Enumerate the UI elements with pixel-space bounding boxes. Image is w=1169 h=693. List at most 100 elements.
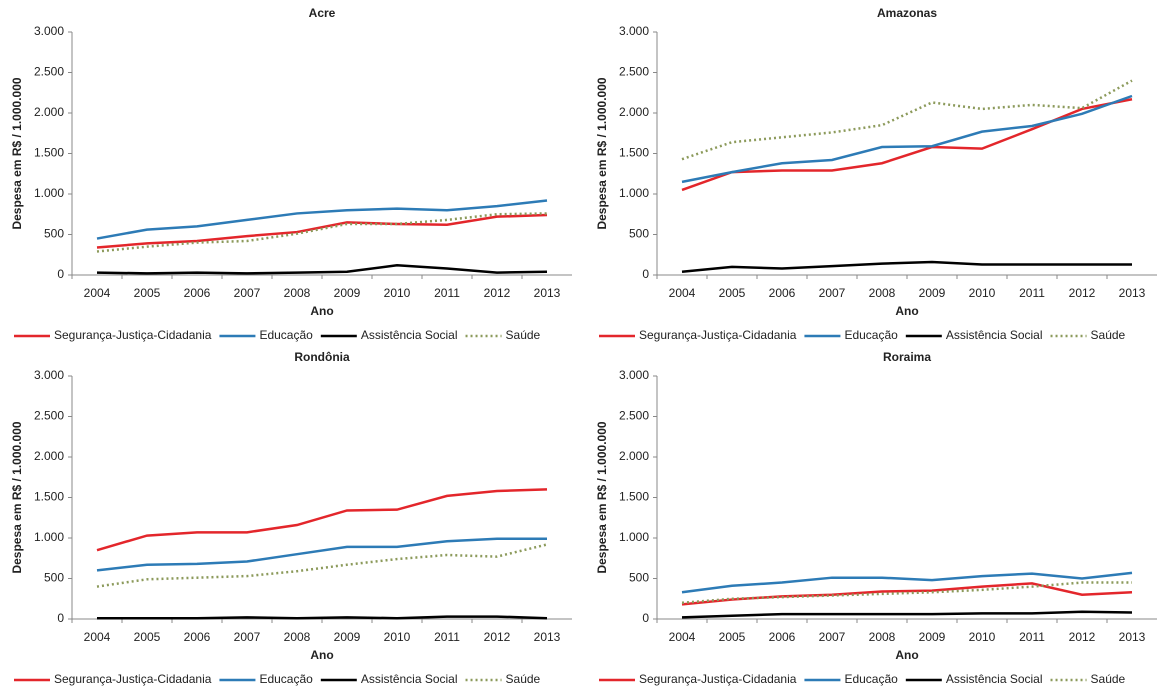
legend-label: Educação <box>259 328 313 342</box>
chart-title: Rondônia <box>294 350 350 364</box>
y-tick-label: 1.500 <box>619 146 649 160</box>
x-axis-label: Ano <box>310 648 333 662</box>
x-tick-label: 2011 <box>1019 286 1045 300</box>
x-tick-label: 2013 <box>534 630 561 644</box>
x-tick-label: 2012 <box>1069 286 1096 300</box>
series-line <box>96 543 548 588</box>
x-tick-label: 2009 <box>919 286 946 300</box>
legend-label: Saúde <box>506 672 541 686</box>
x-tick-label: 2012 <box>1069 630 1096 644</box>
y-tick-label: 2.500 <box>34 65 64 79</box>
y-tick-label: 500 <box>44 227 64 241</box>
chart-panel: Amazonas Despesa em R$ / 1.000.000 0 500 1.0… <box>595 6 1157 342</box>
y-tick-label: 1.000 <box>34 530 64 544</box>
x-tick-label: 2009 <box>334 286 361 300</box>
series-line <box>96 212 548 253</box>
legend-label: Educação <box>844 672 898 686</box>
y-tick-label: 3.000 <box>34 368 64 382</box>
y-tick-label: 2.500 <box>619 65 649 79</box>
x-tick-label: 2013 <box>534 286 561 300</box>
x-tick-label: 2006 <box>184 286 211 300</box>
chart-panel: Roraima Despesa em R$ / 1.000.000 0 500 1.00… <box>595 350 1157 686</box>
y-tick-label: 500 <box>629 227 649 241</box>
x-tick-label: 2005 <box>134 630 161 644</box>
chart-title: Amazonas <box>877 6 937 20</box>
x-tick-label: 2013 <box>1119 630 1146 644</box>
legend-label: Assistência Social <box>946 672 1043 686</box>
legend-label: Saúde <box>1091 328 1126 342</box>
series-line <box>96 488 548 552</box>
series-line <box>681 260 1132 274</box>
series-line <box>681 94 1133 184</box>
legend-label: Assistência Social <box>361 672 458 686</box>
legend-label: Segurança-Justiça-Cidadania <box>54 672 212 686</box>
series-line <box>96 264 548 275</box>
x-tick-label: 2012 <box>484 286 511 300</box>
y-tick-label: 2.000 <box>34 105 64 119</box>
x-tick-label: 2011 <box>434 286 460 300</box>
y-tick-label: 1.000 <box>619 530 649 544</box>
y-tick-label: 2.500 <box>619 409 649 423</box>
legend-label: Saúde <box>1091 672 1126 686</box>
y-tick-label: 3.000 <box>34 24 64 38</box>
y-tick-label: 3.000 <box>619 24 649 38</box>
x-tick-label: 2010 <box>384 286 411 300</box>
chart-panel: Acre Despesa em R$ / 1.000.000 0 500 1.000 1.… <box>10 6 572 342</box>
y-tick-label: 1.500 <box>619 490 649 504</box>
series-line <box>681 79 1133 161</box>
x-tick-label: 2007 <box>819 286 846 300</box>
x-tick-label: 2010 <box>969 630 996 644</box>
y-tick-label: 0 <box>57 267 64 281</box>
x-tick-label: 2012 <box>484 630 511 644</box>
series-line <box>96 199 548 240</box>
legend-label: Segurança-Justiça-Cidadania <box>639 672 797 686</box>
x-tick-label: 2011 <box>1019 630 1045 644</box>
legend-label: Assistência Social <box>946 328 1043 342</box>
y-tick-label: 500 <box>629 571 649 585</box>
y-tick-label: 500 <box>44 571 64 585</box>
x-tick-label: 2007 <box>819 630 846 644</box>
series-line <box>681 571 1133 594</box>
x-axis-label: Ano <box>895 304 918 318</box>
y-tick-label: 0 <box>642 611 649 625</box>
y-axis-label: Despesa em R$ / 1.000.000 <box>595 77 609 229</box>
y-tick-label: 2.000 <box>34 449 64 463</box>
x-tick-label: 2010 <box>969 286 996 300</box>
series-line <box>96 213 548 249</box>
series-line <box>681 610 1133 619</box>
y-axis-label: Despesa em R$ / 1.000.000 <box>10 77 24 229</box>
legend-label: Assistência Social <box>361 328 458 342</box>
y-tick-label: 1.500 <box>34 146 64 160</box>
legend-label: Segurança-Justiça-Cidadania <box>54 328 212 342</box>
x-tick-label: 2008 <box>284 286 311 300</box>
x-tick-label: 2005 <box>134 286 161 300</box>
y-tick-label: 2.500 <box>34 409 64 423</box>
y-tick-label: 1.000 <box>619 186 649 200</box>
x-tick-label: 2013 <box>1119 286 1146 300</box>
x-tick-label: 2008 <box>284 630 311 644</box>
x-tick-label: 2005 <box>719 630 746 644</box>
x-tick-label: 2011 <box>434 630 460 644</box>
x-axis-label: Ano <box>895 648 918 662</box>
x-axis-label: Ano <box>310 304 333 318</box>
x-tick-label: 2004 <box>84 286 111 300</box>
y-tick-label: 1.500 <box>34 490 64 504</box>
x-tick-label: 2005 <box>719 286 746 300</box>
y-axis-label: Despesa em R$ / 1.000.000 <box>595 421 609 573</box>
series-line <box>97 615 548 620</box>
x-tick-label: 2006 <box>769 630 796 644</box>
series-line <box>681 581 1132 605</box>
chart-panel: Rondônia Despesa em R$ / 1.000.000 0 500 1.0… <box>10 350 572 686</box>
y-tick-label: 3.000 <box>619 368 649 382</box>
y-axis-label: Despesa em R$ / 1.000.000 <box>10 421 24 573</box>
x-tick-label: 2008 <box>869 630 896 644</box>
x-tick-label: 2004 <box>669 286 696 300</box>
series-line <box>96 537 547 572</box>
chart-title: Acre <box>309 6 336 20</box>
legend-label: Educação <box>259 672 313 686</box>
y-tick-label: 1.000 <box>34 186 64 200</box>
y-tick-label: 2.000 <box>619 105 649 119</box>
x-tick-label: 2004 <box>669 630 696 644</box>
legend-label: Saúde <box>506 328 541 342</box>
